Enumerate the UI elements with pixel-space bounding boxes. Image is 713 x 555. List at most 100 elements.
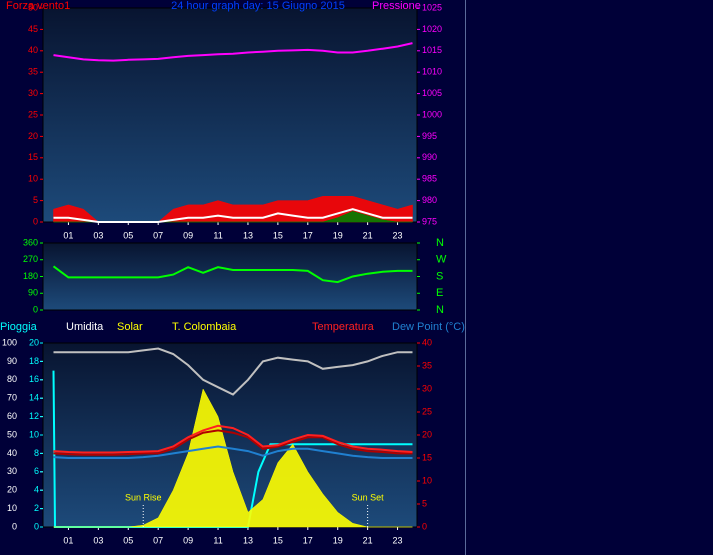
y2-tick-label: 15 bbox=[422, 452, 432, 462]
y2-tick-label: N bbox=[436, 304, 444, 316]
x-tick-label: 17 bbox=[303, 230, 313, 240]
x-tick-label: 15 bbox=[273, 535, 283, 545]
y3-tick-label: 16 bbox=[29, 374, 39, 384]
y2-tick-label: 35 bbox=[422, 360, 432, 370]
y2-tick-label: W bbox=[436, 254, 447, 266]
y-tick-label: 25 bbox=[28, 109, 38, 119]
x-tick-label: 13 bbox=[243, 535, 253, 545]
x-tick-label: 01 bbox=[63, 535, 73, 545]
y-tick-label: 80 bbox=[7, 374, 17, 384]
series-line bbox=[53, 42, 413, 62]
y2-tick-label: E bbox=[436, 287, 443, 299]
y2-tick-label: 985 bbox=[422, 174, 437, 184]
y-tick-label: 70 bbox=[7, 393, 17, 403]
y-tick-label: 45 bbox=[28, 24, 38, 34]
annotation-label: Sun Rise bbox=[125, 492, 162, 502]
y2-tick-label: 1020 bbox=[422, 24, 442, 34]
y-tick-label: 50 bbox=[28, 2, 38, 12]
x-tick-label: 09 bbox=[183, 230, 193, 240]
y3-tick-label: 20 bbox=[29, 337, 39, 347]
y-tick-label: 10 bbox=[28, 174, 38, 184]
y3-tick-label: 14 bbox=[29, 393, 39, 403]
y-tick-label: 30 bbox=[28, 88, 38, 98]
y-tick-label: 40 bbox=[7, 448, 17, 458]
series-line bbox=[53, 424, 413, 454]
y3-tick-label: 0 bbox=[34, 521, 39, 531]
y2-tick-label: 980 bbox=[422, 195, 437, 205]
series-line bbox=[53, 445, 413, 459]
series-area bbox=[53, 388, 413, 528]
legend-label: Pioggia bbox=[0, 321, 38, 333]
y2-axis-title: Pressione bbox=[372, 0, 421, 12]
y-tick-label: 90 bbox=[28, 288, 38, 298]
y3-tick-label: 6 bbox=[34, 466, 39, 476]
y3-tick-label: 8 bbox=[34, 448, 39, 458]
x-tick-label: 01 bbox=[63, 230, 73, 240]
y-tick-label: 60 bbox=[7, 411, 17, 421]
y2-tick-label: 30 bbox=[422, 383, 432, 393]
x-tick-label: 23 bbox=[393, 535, 403, 545]
y-tick-label: 30 bbox=[7, 466, 17, 476]
y3-tick-label: 4 bbox=[34, 485, 39, 495]
y2-tick-label: 20 bbox=[422, 429, 432, 439]
legend-label: Solar bbox=[117, 321, 143, 333]
legend-label: Dew Point (°C) bbox=[392, 321, 465, 333]
y3-tick-label: 12 bbox=[29, 411, 39, 421]
y-tick-label: 90 bbox=[7, 356, 17, 366]
x-tick-label: 11 bbox=[213, 535, 222, 545]
y2-tick-label: 1005 bbox=[422, 88, 442, 98]
legend-label: Temperatura bbox=[312, 321, 375, 333]
x-tick-label: 03 bbox=[93, 535, 103, 545]
y2-tick-label: S bbox=[436, 270, 443, 282]
y2-tick-label: 0 bbox=[422, 521, 427, 531]
series-line bbox=[53, 429, 413, 456]
chart-title: 24 hour graph day: 15 Giugno 2015 bbox=[171, 0, 345, 12]
y-tick-label: 50 bbox=[7, 429, 17, 439]
x-tick-label: 13 bbox=[243, 230, 253, 240]
y2-tick-label: 1000 bbox=[422, 109, 442, 119]
x-tick-label: 17 bbox=[303, 535, 313, 545]
y-axis-title: Forza vento1 bbox=[6, 0, 70, 12]
x-tick-label: 07 bbox=[153, 230, 163, 240]
y2-tick-label: 10 bbox=[422, 475, 432, 485]
y-tick-label: 100 bbox=[2, 337, 17, 347]
x-tick-label: 09 bbox=[183, 535, 193, 545]
x-tick-label: 05 bbox=[123, 535, 133, 545]
y2-tick-label: 975 bbox=[422, 216, 437, 226]
y2-tick-label: 40 bbox=[422, 337, 432, 347]
plot-area bbox=[42, 7, 418, 223]
x-tick-label: 11 bbox=[213, 230, 222, 240]
y3-tick-label: 18 bbox=[29, 356, 39, 366]
legend-label: Umidita bbox=[66, 321, 104, 333]
y-tick-label: 40 bbox=[28, 45, 38, 55]
series-line bbox=[52, 370, 413, 528]
y2-tick-label: 995 bbox=[422, 131, 437, 141]
x-tick-label: 21 bbox=[363, 535, 373, 545]
legend-label: T. Colombaia bbox=[172, 321, 237, 333]
x-tick-label: 21 bbox=[363, 230, 373, 240]
series-line bbox=[53, 208, 413, 223]
y-tick-label: 35 bbox=[28, 67, 38, 77]
y-tick-label: 270 bbox=[23, 254, 38, 264]
y-tick-label: 10 bbox=[7, 503, 17, 513]
y2-tick-label: N bbox=[436, 237, 444, 249]
x-tick-label: 15 bbox=[273, 230, 283, 240]
x-tick-label: 19 bbox=[333, 230, 343, 240]
y-tick-label: 5 bbox=[33, 195, 38, 205]
x-tick-label: 05 bbox=[123, 230, 133, 240]
y2-tick-label: 5 bbox=[422, 498, 427, 508]
y3-tick-label: 2 bbox=[34, 503, 39, 513]
y-tick-label: 0 bbox=[33, 304, 38, 314]
y2-tick-label: 990 bbox=[422, 152, 437, 162]
x-tick-label: 19 bbox=[333, 535, 343, 545]
y-tick-label: 0 bbox=[33, 216, 38, 226]
y-tick-label: 360 bbox=[23, 237, 38, 247]
y-tick-label: 20 bbox=[28, 131, 38, 141]
y2-tick-label: 1025 bbox=[422, 2, 442, 12]
y-tick-label: 15 bbox=[28, 152, 38, 162]
x-tick-label: 03 bbox=[93, 230, 103, 240]
y-tick-label: 180 bbox=[23, 271, 38, 281]
annotation-label: Sun Set bbox=[352, 492, 385, 502]
